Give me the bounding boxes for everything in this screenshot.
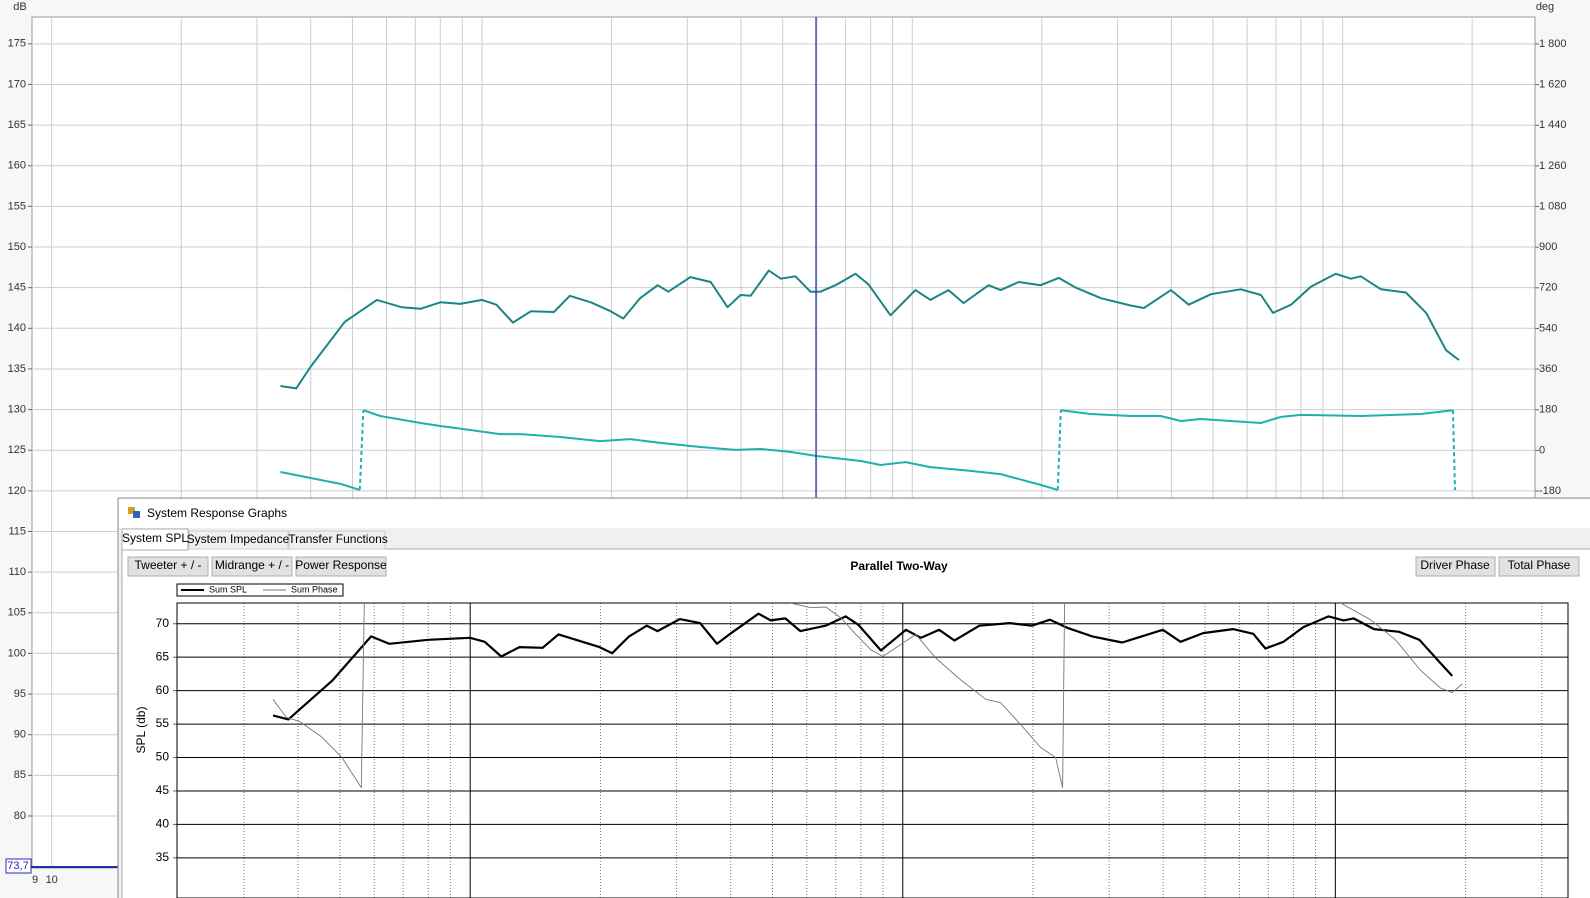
y2-tick-label: 0 xyxy=(1539,444,1545,456)
wrap-connector xyxy=(1451,410,1457,491)
y-unit: dB xyxy=(13,1,26,13)
y2-tick-label: 1 080 xyxy=(1539,200,1567,212)
plot-border xyxy=(176,602,1569,898)
y-tick-label: 160 xyxy=(8,160,26,172)
y2-tick-label: -180 xyxy=(1539,485,1561,497)
y2-tick-label: 1 440 xyxy=(1539,119,1567,131)
legend-label: Sum Phase xyxy=(291,584,338,594)
y-tick-label: 170 xyxy=(8,78,26,90)
series-line xyxy=(272,612,1454,721)
cursor-readout-box xyxy=(5,858,32,874)
series-line xyxy=(280,269,1460,390)
tab-panel xyxy=(121,548,1590,898)
y2-tick-label: 540 xyxy=(1539,322,1557,334)
y2-tick-label: 900 xyxy=(1539,241,1557,253)
y-tick-label: 85 xyxy=(14,769,26,781)
y-tick-label: 45 xyxy=(156,783,170,797)
lower-graph: 35 40 45 50 55 60 65 70 Sum SPL Sum Phase xyxy=(156,584,1569,898)
legend xyxy=(176,583,344,597)
y-tick-label: 40 xyxy=(156,817,170,831)
wrap-connector xyxy=(1056,410,1062,490)
button[interactable] xyxy=(211,556,293,577)
button-label[interactable]: Midrange + / - xyxy=(215,558,289,572)
x-tick-label: 10 xyxy=(46,874,58,886)
y-tick-label: 35 xyxy=(156,850,170,864)
y-tick-label: 95 xyxy=(14,688,26,700)
series-line xyxy=(362,409,1059,491)
y2-tick-label: 180 xyxy=(1539,404,1557,416)
y-tick-label: 120 xyxy=(8,485,26,497)
wrap-connector xyxy=(358,410,365,490)
button[interactable] xyxy=(1415,556,1496,577)
y2-tick-label: 1 620 xyxy=(1539,79,1567,91)
y-tick-label: 145 xyxy=(8,282,26,294)
series-line xyxy=(272,603,365,789)
tab[interactable] xyxy=(121,528,189,551)
tab-label[interactable]: System Impedance xyxy=(187,532,290,546)
series-line xyxy=(790,603,1066,789)
y-tick-label: 65 xyxy=(156,649,170,663)
y-axis-label: SPL (db) xyxy=(134,707,148,754)
series-line xyxy=(1340,603,1463,694)
button-label[interactable]: Tweeter + / - xyxy=(134,558,201,572)
button[interactable] xyxy=(1498,556,1580,577)
tab[interactable] xyxy=(288,530,386,550)
y-tick-label: 125 xyxy=(8,444,26,456)
y-tick-label: 165 xyxy=(8,119,26,131)
y2-tick-label: 1 260 xyxy=(1539,160,1567,172)
y-tick-label: 175 xyxy=(8,38,26,50)
window: System Response Graphs System SPL System… xyxy=(117,497,1590,898)
y-tick-label: 55 xyxy=(156,716,170,730)
x-tick-label: 9 xyxy=(32,874,38,886)
window-icon xyxy=(133,511,140,518)
y-tick-label: 60 xyxy=(156,683,170,697)
series-line xyxy=(1060,409,1454,424)
y-tick-label: 130 xyxy=(8,403,26,415)
y-tick-label: 90 xyxy=(14,729,26,741)
y-tick-label: 150 xyxy=(8,241,26,253)
y-tick-label: 80 xyxy=(14,810,26,822)
y-tick-label: 110 xyxy=(8,566,26,578)
y-tick-label: 105 xyxy=(8,607,26,619)
tab-label[interactable]: Transfer Functions xyxy=(288,532,388,546)
y-tick-label: 70 xyxy=(156,616,170,630)
button-label[interactable]: Power Response xyxy=(295,558,387,572)
y-tick-label: 100 xyxy=(8,647,26,659)
y-tick-label: 135 xyxy=(8,363,26,375)
window-icon xyxy=(128,507,135,514)
window-title: System Response Graphs xyxy=(147,506,287,520)
y-tick-label: 155 xyxy=(8,200,26,212)
button-label[interactable]: Total Phase xyxy=(1508,558,1571,572)
cursor-readout: 73,7 xyxy=(7,860,28,872)
legend-label: Sum SPL xyxy=(209,584,247,594)
title-bar xyxy=(119,499,1590,528)
y-tick-label: 115 xyxy=(8,525,26,537)
chart-title: Parallel Two-Way xyxy=(850,559,948,573)
y2-tick-label: 360 xyxy=(1539,363,1557,375)
y-tick-label: 140 xyxy=(8,322,26,334)
y2-unit: deg xyxy=(1536,1,1554,13)
button[interactable] xyxy=(295,556,387,577)
button[interactable] xyxy=(127,556,209,577)
tab-label[interactable]: System SPL xyxy=(122,531,188,545)
button-label[interactable]: Driver Phase xyxy=(1420,558,1490,572)
y2-tick-label: 1 800 xyxy=(1539,38,1567,50)
tab[interactable] xyxy=(188,530,289,550)
y2-tick-label: 720 xyxy=(1539,282,1557,294)
y-tick-label: 50 xyxy=(156,750,170,764)
series-line xyxy=(280,471,361,491)
